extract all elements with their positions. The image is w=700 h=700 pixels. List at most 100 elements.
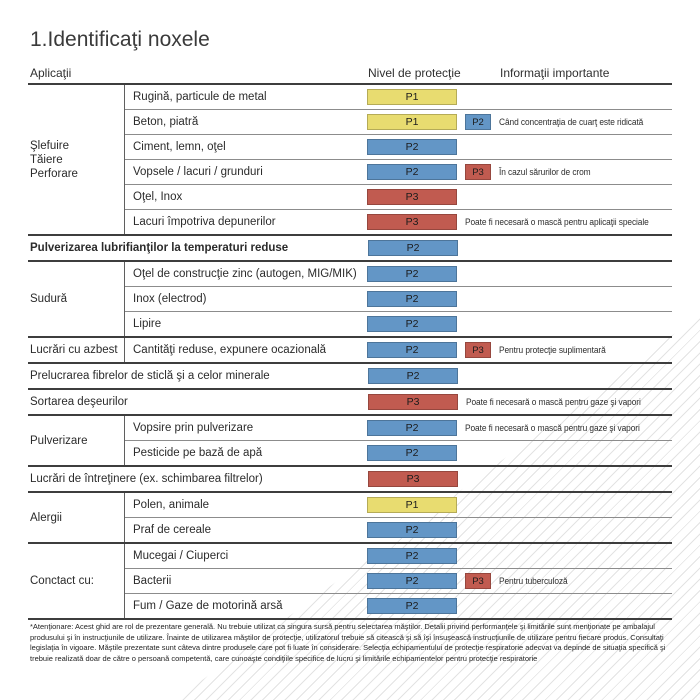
- category-cell: Alergii: [28, 493, 125, 542]
- table-section: Sudură Oţel de construcţie zinc (autogen,…: [28, 262, 672, 338]
- hazard-table: Şlefuire Tăiere Perforare Rugină, particule…: [28, 83, 672, 620]
- table-row: Lacuri împotriva depunerilor P3 Poate fi n…: [125, 209, 672, 234]
- protection-badge: P2: [367, 548, 457, 564]
- protection-zone: P2: [367, 262, 457, 286]
- row-note: Poate fi necesară o mască pentru aplicaţ…: [465, 217, 649, 227]
- category-label: Conctact cu:: [30, 575, 94, 587]
- table-row: Pesticide pe bază de apă P2: [125, 440, 672, 465]
- row-label: Lucrări de întreţinere (ex. schimbarea f…: [30, 473, 263, 485]
- protection-badge: P2: [367, 342, 457, 358]
- secondary-protection-badge: P2: [465, 114, 491, 130]
- page-title: 1.Identificaţi noxele: [30, 28, 210, 51]
- table-row: Praf de cereale P2: [125, 517, 672, 542]
- protection-zone: P2: [367, 287, 457, 311]
- table-row: Ciment, lemn, oţel P2: [125, 134, 672, 159]
- row-label: Vopsele / lacuri / grunduri: [133, 166, 263, 178]
- protection-badge: P2: [367, 291, 457, 307]
- category-label: Sudură: [30, 293, 68, 305]
- protection-zone: P3 Poate fi necesară o mască pentru aplic…: [367, 210, 663, 234]
- section-rows: Mucegai / Ciuperci P2 Bacterii P2 P3 Pentru t…: [125, 544, 672, 618]
- protection-badge: P1: [367, 89, 457, 105]
- protection-zone: P2: [367, 544, 457, 568]
- column-header-applications: Aplicaţii: [30, 66, 72, 80]
- table-row: Cantităţi reduse, expunere ocazională P2 P…: [125, 338, 672, 362]
- table-row: Lipire P2: [125, 311, 672, 336]
- protection-badge: P2: [367, 420, 457, 436]
- row-note: În cazul sărurilor de crom: [499, 167, 591, 177]
- table-row: Rugină, particule de metal P1: [125, 85, 672, 109]
- category-cell: Conctact cu:: [28, 544, 125, 618]
- protection-badge: P2: [367, 266, 457, 282]
- column-header-important-info: Informaţii importante: [500, 66, 610, 80]
- protection-badge: P2: [367, 573, 457, 589]
- table-row: Oţel de construcţie zinc (autogen, MIG/M…: [125, 262, 672, 286]
- table-section: Alergii Polen, animale P1 Praf de cereale P2: [28, 493, 672, 544]
- row-label: Mucegai / Ciuperci: [133, 550, 229, 562]
- table-row: Bacterii P2 P3 Pentru tuberculoză: [125, 568, 672, 593]
- section-rows: Cantităţi reduse, expunere ocazională P2 P…: [125, 338, 672, 362]
- category-cell: Lucrări cu azbest: [28, 338, 125, 362]
- table-row: Fum / Gaze de motorină arsă P2: [125, 593, 672, 618]
- protection-badge: P2: [367, 598, 457, 614]
- protection-zone: P2 P3 În cazul sărurilor de crom: [367, 160, 597, 184]
- table-section: Prelucrarea fibrelor de sticlă şi a celo…: [28, 364, 672, 390]
- protection-badge: P3: [367, 214, 457, 230]
- row-label: Praf de cereale: [133, 524, 211, 536]
- row-note: Pentru protecţie suplimentară: [499, 345, 606, 355]
- table-row: Inox (electrod) P2: [125, 286, 672, 311]
- disclaimer-footnote: *Atenţionare: Acest ghid are rol de prez…: [30, 622, 666, 663]
- secondary-protection-badge: P3: [465, 573, 491, 589]
- section-rows: Polen, animale P1 Praf de cereale P2: [125, 493, 672, 542]
- protection-zone: P3: [368, 467, 458, 491]
- protection-badge: P2: [367, 522, 457, 538]
- table-row: Mucegai / Ciuperci P2: [125, 544, 672, 568]
- protection-badge: P2: [368, 240, 458, 256]
- row-label: Lacuri împotriva depunerilor: [133, 216, 276, 228]
- protection-badge: P2: [367, 139, 457, 155]
- protection-badge: P1: [367, 114, 457, 130]
- category-label: Perforare: [30, 167, 78, 180]
- category-cell: Pulverizare: [28, 416, 125, 465]
- category-cell: Sudură: [28, 262, 125, 336]
- secondary-protection-badge: P3: [465, 342, 491, 358]
- row-label: Cantităţi reduse, expunere ocazională: [133, 344, 327, 356]
- table-section: Pulverizare Vopsire prin pulverizare P2 Poa…: [28, 416, 672, 467]
- row-label: Rugină, particule de metal: [133, 91, 267, 103]
- section-rows: Rugină, particule de metal P1 Beton, piatr…: [125, 85, 672, 234]
- protection-zone: P2: [367, 312, 457, 336]
- row-note: Poate fi necesară o mască pentru gaze şi…: [466, 397, 641, 407]
- table-row: Oţel, Inox P3: [125, 184, 672, 209]
- protection-zone: P2: [367, 518, 457, 542]
- row-label: Pulverizarea lubrifianţilor la temperatu…: [30, 242, 289, 254]
- column-header-protection-level: Nivel de protecţie: [368, 66, 461, 80]
- protection-zone: P2 P3 Pentru tuberculoză: [367, 569, 573, 593]
- protection-badge: P2: [367, 164, 457, 180]
- row-label: Inox (electrod): [133, 293, 207, 305]
- row-label: Prelucrarea fibrelor de sticlă şi a celo…: [30, 370, 270, 382]
- protection-badge: P2: [367, 316, 457, 332]
- protection-zone: P2: [367, 135, 457, 159]
- category-label: Şlefuire: [30, 139, 69, 152]
- section-rows: Oţel de construcţie zinc (autogen, MIG/M…: [125, 262, 672, 336]
- protection-badge: P3: [368, 394, 458, 410]
- protection-zone: P2: [368, 236, 458, 260]
- row-label: Polen, animale: [133, 499, 210, 511]
- table-section: Lucrări cu azbest Cantităţi reduse, expun…: [28, 338, 672, 364]
- table-row: Beton, piatră P1 P2 Când concentraţia de cu…: [125, 109, 672, 134]
- table-row: Polen, animale P1: [125, 493, 672, 517]
- table-row: Vopsele / lacuri / grunduri P2 P3 În cazul …: [125, 159, 672, 184]
- section-rows: Vopsire prin pulverizare P2 Poate fi neces…: [125, 416, 672, 465]
- row-label: Oţel, Inox: [133, 191, 183, 203]
- row-note: Pentru tuberculoză: [499, 576, 568, 586]
- protection-zone: P1: [367, 493, 457, 517]
- table-section: Lucrări de întreţinere (ex. schimbarea f…: [28, 467, 672, 493]
- row-label: Pesticide pe bază de apă: [133, 447, 263, 459]
- row-label: Oţel de construcţie zinc (autogen, MIG/M…: [133, 268, 357, 280]
- category-label: Tăiere: [30, 153, 63, 166]
- protection-zone: P2: [367, 594, 457, 618]
- protection-zone: P2 P3 Pentru protecţie suplimentară: [367, 338, 614, 362]
- protection-badge: P2: [368, 368, 458, 384]
- protection-badge: P3: [368, 471, 458, 487]
- protection-badge: P2: [367, 445, 457, 461]
